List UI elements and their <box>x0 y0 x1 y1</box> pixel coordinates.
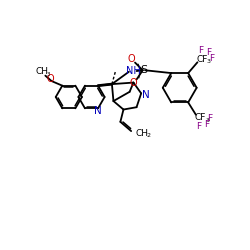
Text: F: F <box>196 122 202 131</box>
Text: CH: CH <box>136 129 148 138</box>
Text: O: O <box>127 54 135 64</box>
Text: N: N <box>94 106 102 117</box>
Text: 3: 3 <box>47 72 50 76</box>
Text: N: N <box>142 90 150 100</box>
Text: F: F <box>198 46 203 55</box>
Text: 2: 2 <box>146 133 150 138</box>
Text: 3: 3 <box>207 59 211 64</box>
Text: F: F <box>206 48 211 57</box>
Text: S: S <box>140 65 147 75</box>
Text: NH: NH <box>126 66 141 76</box>
Text: 3: 3 <box>205 118 209 123</box>
Text: CF: CF <box>195 113 206 122</box>
Text: CH: CH <box>36 67 49 76</box>
Text: F: F <box>204 120 209 129</box>
Text: O: O <box>46 74 54 84</box>
Text: CF: CF <box>196 55 208 64</box>
Text: F: F <box>207 114 212 123</box>
Text: F: F <box>209 54 214 63</box>
Text: O: O <box>130 78 137 88</box>
